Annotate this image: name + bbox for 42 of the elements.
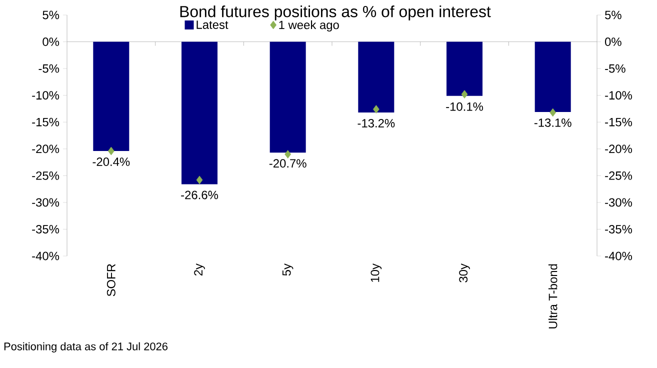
y2-tick-label: -15% xyxy=(32,118,60,126)
point xyxy=(372,105,380,114)
x-tick-label: 5y xyxy=(282,264,294,276)
y2-tick-label: -10% xyxy=(32,91,60,100)
chart-title: Bond futures positions as % of open interest xyxy=(180,6,491,20)
y-tick-label: -10% xyxy=(605,91,632,100)
y2-tick-label: -40% xyxy=(32,252,60,260)
data-label: -10.1% xyxy=(446,102,484,111)
data-label: -20.7% xyxy=(269,159,306,168)
y2-tick-label: 0% xyxy=(42,38,60,46)
x-tick-label: 30y xyxy=(459,264,470,282)
y-tick-label: 0% xyxy=(604,38,622,46)
point xyxy=(461,90,468,98)
y2-tick-label: -35% xyxy=(32,224,60,234)
y-tick-label: -20% xyxy=(605,144,632,154)
y-tick-label: -5% xyxy=(605,64,626,73)
x-tick-label: 10y xyxy=(370,264,382,282)
y-tick-label: -15% xyxy=(605,118,632,126)
y2-tick-label: -30% xyxy=(32,198,60,207)
text: Positioning data as of 21 Jul 2026 xyxy=(4,342,168,352)
y-tick-label: -30% xyxy=(605,198,632,207)
point xyxy=(108,146,114,156)
y2-tick-label: -5% xyxy=(38,64,60,73)
y-tick-label: -35% xyxy=(605,224,632,234)
y-tick-label: -40% xyxy=(605,252,632,260)
y2-tick-label: -25% xyxy=(32,171,60,180)
data-label: -13.2% xyxy=(358,118,395,128)
data-label: -20.4% xyxy=(92,158,130,166)
x-tick-label: Ultra T-bond xyxy=(548,264,558,328)
y2-tick-label: 5% xyxy=(42,10,60,20)
point xyxy=(550,108,556,117)
x-tick-label: SOFR xyxy=(106,264,116,296)
y-tick-label: -25% xyxy=(605,171,632,180)
point xyxy=(196,176,203,184)
x-tick-label: 2y xyxy=(194,264,205,276)
legend-label: 1 week ago xyxy=(279,20,339,32)
y2-tick-label: -20% xyxy=(32,144,60,154)
data-label: -26.6% xyxy=(181,190,218,200)
point xyxy=(284,150,292,158)
data-label: -13.1% xyxy=(534,118,572,127)
legend-label: Latest xyxy=(196,20,228,29)
y-tick-label: 5% xyxy=(605,10,622,20)
